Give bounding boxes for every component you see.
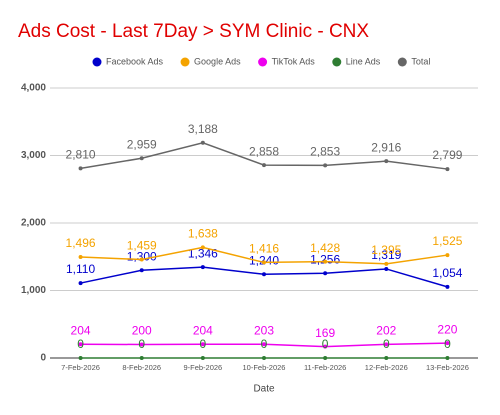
x-axis-label: Date [253,384,275,395]
y-tick-label: 4,000 [21,83,46,94]
data-point [384,356,389,360]
x-tick-label: 9-Feb-2026 [183,363,222,372]
data-label: 169 [315,326,335,340]
data-label: 0 [261,337,268,351]
data-point [262,260,266,265]
data-label: 3,188 [188,122,218,136]
x-tick-label: 7-Feb-2026 [61,363,100,372]
data-point [262,342,266,347]
data-point [139,268,144,273]
y-tick-label: 3,000 [21,150,46,161]
data-point [200,342,205,347]
data-label: 1,525 [432,234,462,248]
data-label: 202 [376,324,396,338]
data-point [200,140,205,145]
y-tick-label: 2,000 [21,218,46,229]
legend-marker [258,57,268,67]
legend-label: TikTok Ads [272,56,316,66]
data-point [384,266,389,271]
data-point [323,163,328,168]
y-tick-label: 1,000 [21,285,46,296]
data-label: 2,853 [310,145,340,159]
data-point [445,167,450,172]
legend-label: Google Ads [194,56,241,66]
chart-title: Ads Cost - Last 7Day > SYM Clinic - CNX [18,21,369,42]
data-label: 0 [138,337,145,351]
data-label: 1,110 [66,262,95,276]
legend-label: Line Ads [346,56,381,66]
data-label: 0 [200,337,207,351]
data-label: 204 [71,323,91,337]
data-point [262,272,266,277]
x-tick-label: 8-Feb-2026 [122,363,161,372]
data-label: 2,916 [371,140,401,154]
data-point [384,159,389,164]
data-point [78,255,83,260]
data-label: 0 [444,337,451,351]
data-label: 1,395 [371,243,401,257]
x-tick-label: 12-Feb-2026 [365,363,408,372]
data-point [200,265,205,270]
data-label: 1,459 [127,239,157,253]
x-tick-label: 10-Feb-2026 [243,363,286,372]
data-point [323,356,328,360]
legend-marker [92,57,102,67]
data-point [139,257,144,262]
data-label: 2,810 [66,147,96,161]
data-label: 204 [193,323,213,337]
data-point [78,281,83,286]
data-label: 0 [77,337,84,351]
data-point [384,261,389,266]
data-label: 1,416 [249,242,279,256]
x-tick-label: 13-Feb-2026 [426,363,469,372]
data-point [78,342,83,347]
x-tick-label: 11-Feb-2026 [304,363,346,372]
data-label: 2,799 [432,148,462,162]
data-point [445,341,450,346]
legend-label: Facebook Ads [106,56,164,66]
data-point [262,163,266,168]
data-point [78,356,83,360]
series-line [80,266,448,288]
data-point [445,356,450,360]
data-label: 1,256 [310,252,340,266]
legend-marker [180,57,190,67]
data-point [78,166,83,171]
data-point [445,253,450,258]
data-point [139,356,144,360]
data-label: 0 [383,337,390,351]
data-label: 1,319 [371,248,401,262]
data-label: 200 [132,324,152,338]
data-point [200,356,205,360]
legend-marker [332,57,342,67]
data-label: 1,054 [432,266,462,280]
data-label: 203 [254,323,274,337]
data-label: 1,638 [188,227,218,241]
data-point [200,245,205,250]
legend-label: Total [411,56,430,66]
data-point [445,284,450,289]
data-label: 0 [322,337,329,351]
data-point [323,344,328,349]
data-label: 1,428 [310,241,340,255]
data-point [384,342,389,347]
data-label: 2,858 [249,144,279,158]
data-point [262,356,266,360]
data-label: 220 [437,322,457,336]
data-point [139,156,144,161]
data-label: 1,496 [66,236,96,250]
legend-marker [397,57,407,67]
data-label: 2,959 [127,137,157,151]
y-tick-label: 0 [40,353,46,364]
data-point [323,259,328,264]
data-point [139,342,144,347]
data-point [323,271,328,276]
